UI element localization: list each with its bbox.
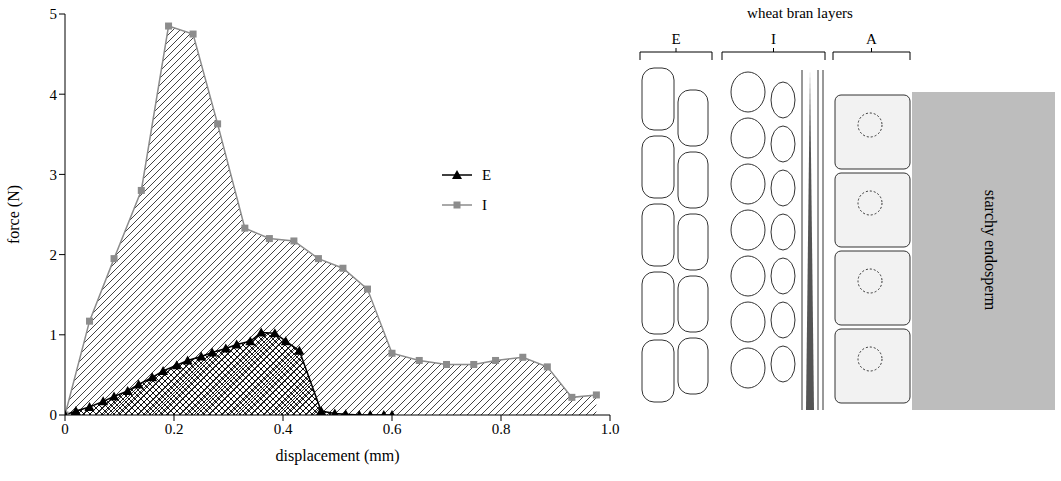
svg-text:A: A — [866, 31, 877, 47]
svg-text:3: 3 — [50, 167, 58, 183]
svg-text:4: 4 — [50, 87, 58, 103]
svg-text:1.0: 1.0 — [601, 421, 620, 437]
svg-text:0.4: 0.4 — [274, 421, 293, 437]
svg-text:0.6: 0.6 — [383, 421, 402, 437]
svg-text:5: 5 — [50, 6, 58, 22]
svg-text:force (N): force (N) — [5, 185, 23, 244]
svg-text:wheat bran layers: wheat bran layers — [747, 5, 853, 21]
svg-text:starchy endosperm: starchy endosperm — [981, 190, 999, 311]
svg-text:0.2: 0.2 — [165, 421, 184, 437]
svg-text:displacement (mm): displacement (mm) — [276, 447, 400, 465]
svg-text:0: 0 — [61, 421, 69, 437]
html-text:I: I — [482, 196, 487, 213]
svg-text:2: 2 — [50, 247, 58, 263]
svg-text:E: E — [671, 31, 680, 47]
html-text:E: E — [482, 166, 492, 183]
svg-text:I: I — [771, 31, 776, 47]
svg-text:0.8: 0.8 — [492, 421, 511, 437]
svg-text:1: 1 — [50, 327, 58, 343]
svg-text:0: 0 — [50, 407, 58, 423]
